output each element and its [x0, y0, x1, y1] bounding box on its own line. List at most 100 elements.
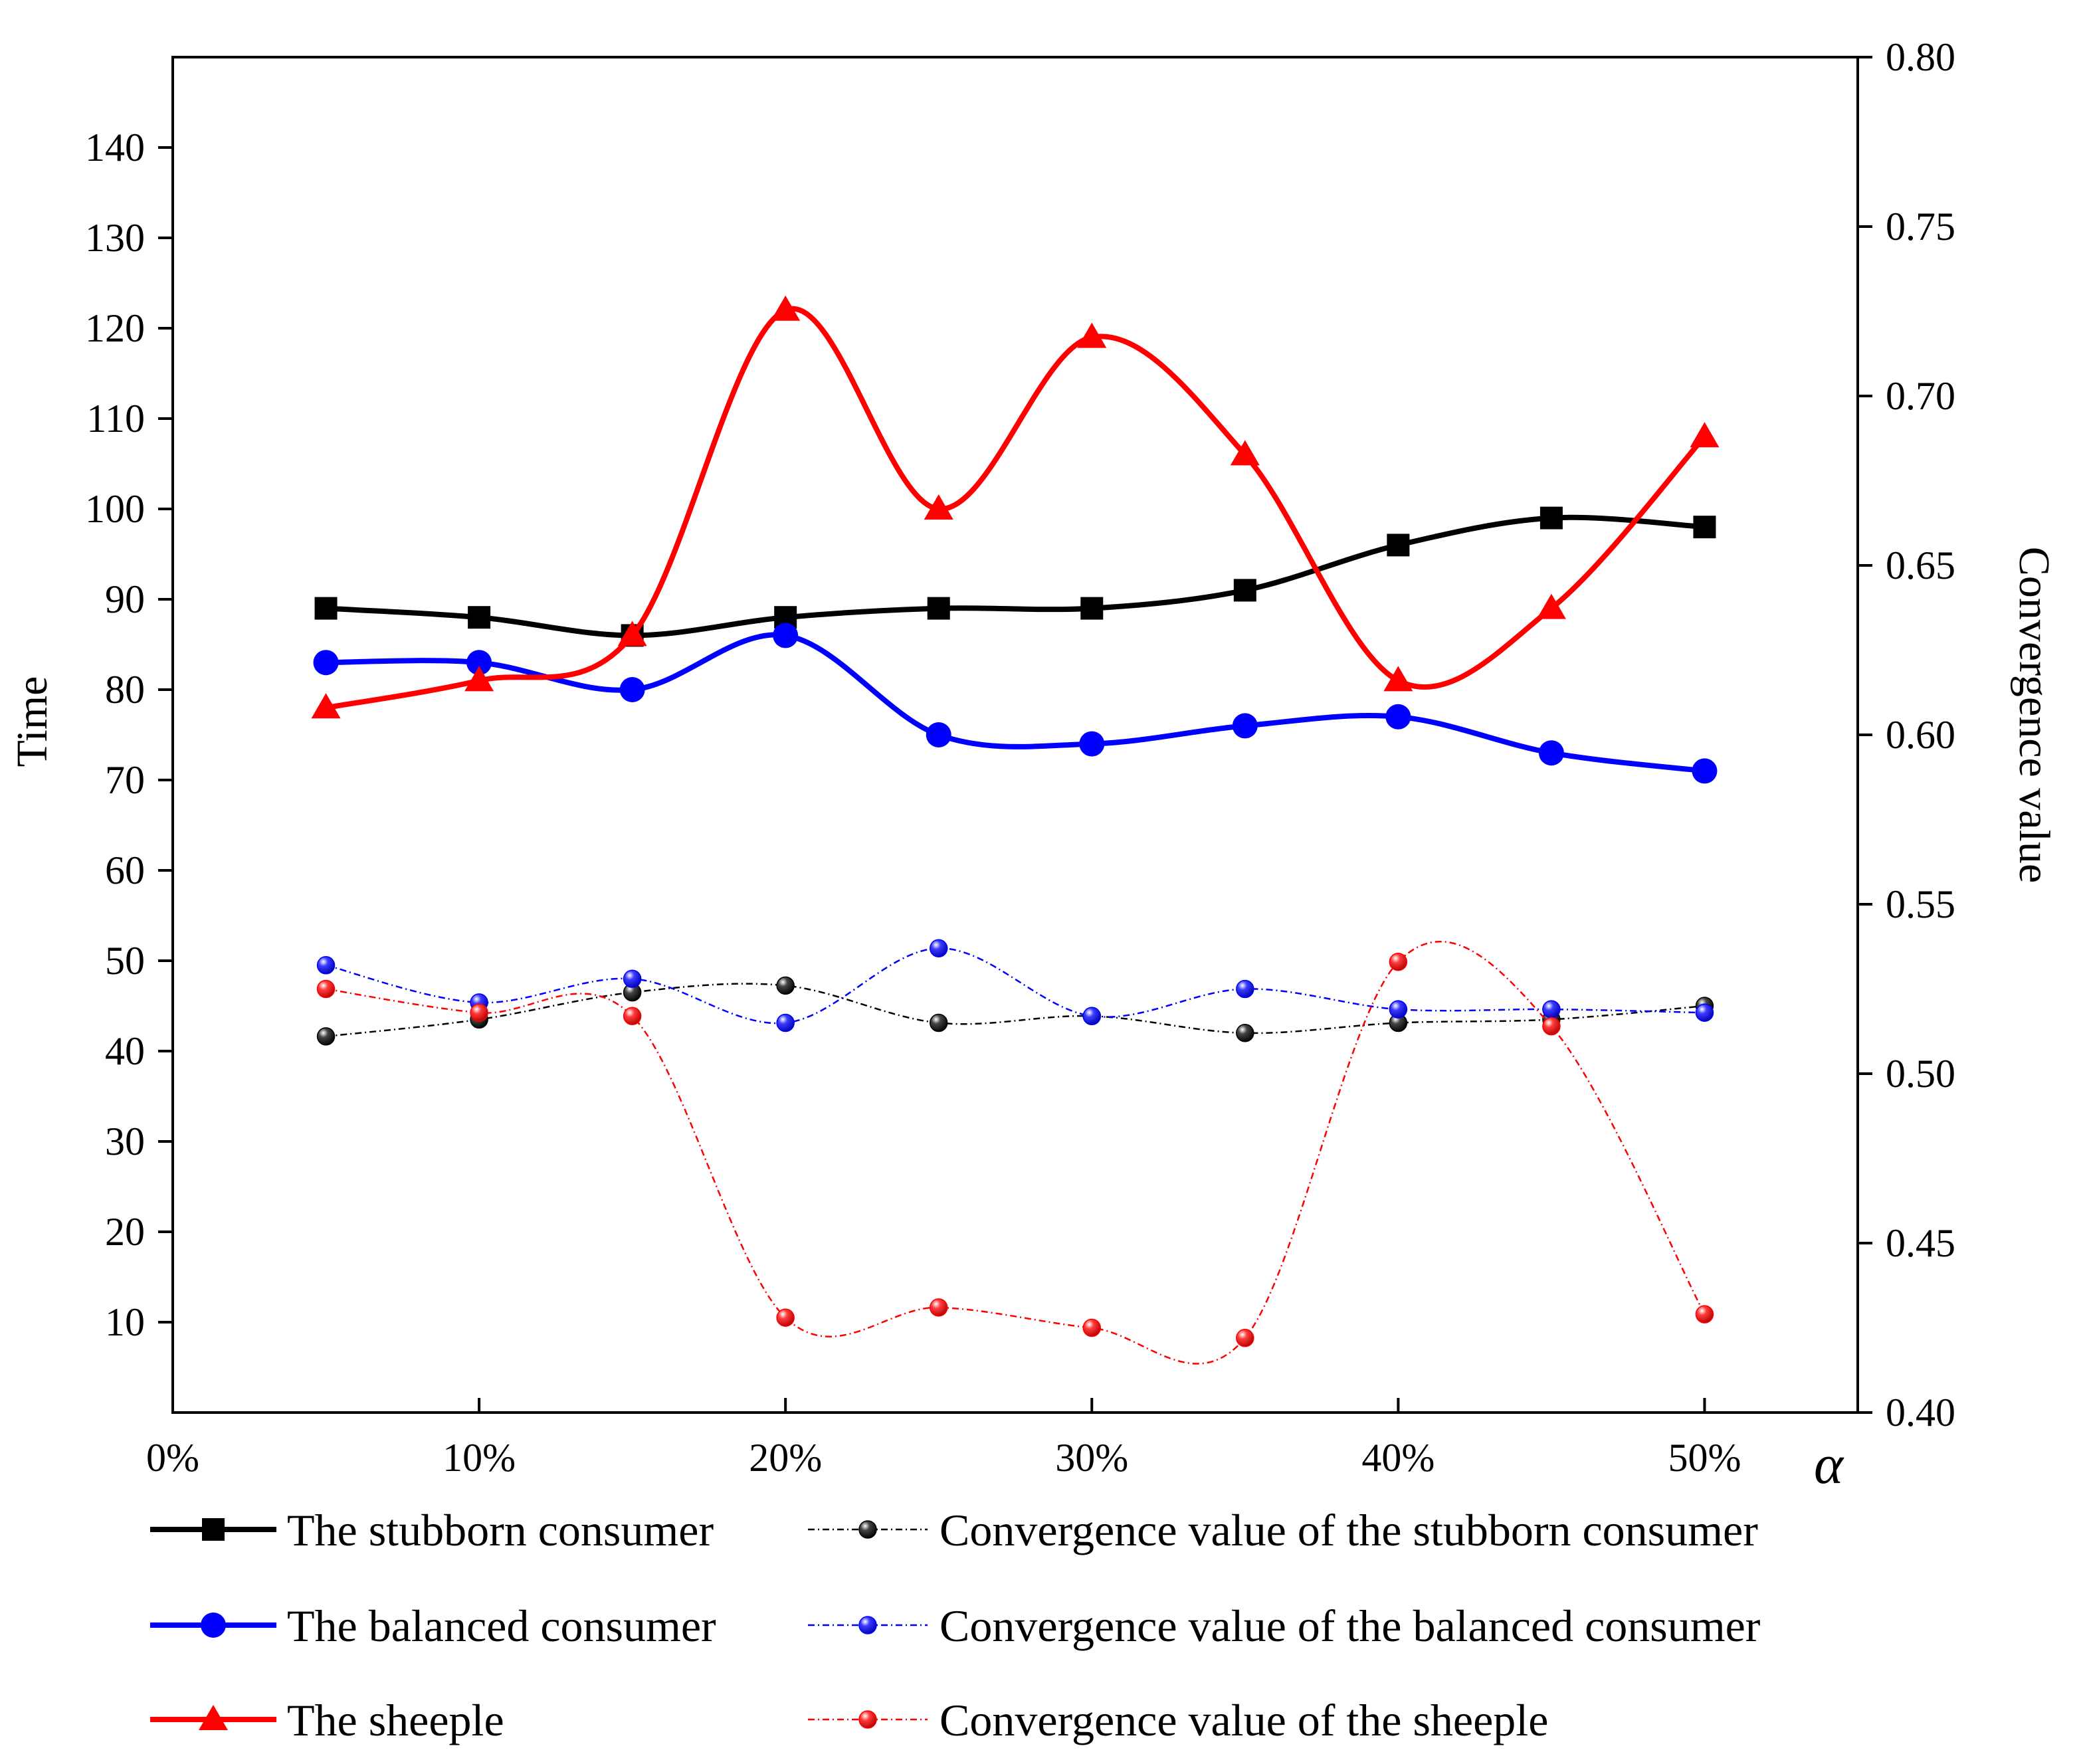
data-point-convergence-value-of-the-stubborn-consumer-1 [316, 1027, 336, 1046]
data-point-convergence-value-of-the-balanced-consumer-1 [316, 956, 336, 975]
data-point-the-sheeple-10 [1690, 422, 1720, 448]
y-left-tick-label: 70 [105, 758, 145, 802]
legend-marker-convergence-value-of-the-stubborn-consumer [858, 1520, 877, 1539]
data-point-convergence-value-of-the-sheeple-10 [1695, 1305, 1714, 1323]
data-point-convergence-value-of-the-balanced-consumer-9 [1542, 1000, 1561, 1019]
y-left-tick-label: 60 [105, 848, 145, 892]
data-point-convergence-value-of-the-balanced-consumer-6 [1082, 1007, 1102, 1026]
y-left-tick-label: 140 [85, 126, 145, 169]
y-right-tick-label: 0.45 [1886, 1221, 1955, 1265]
plot-frame [171, 56, 1859, 1414]
data-point-the-sheeple-1 [311, 693, 341, 719]
data-point-the-sheeple-4 [771, 295, 801, 321]
data-point-convergence-value-of-the-sheeple-8 [1389, 952, 1408, 971]
legend-item-the-balanced-consumer: The balanced consumer [150, 1601, 716, 1651]
x-tick-label: 50% [1668, 1436, 1741, 1480]
y-left-tick-label: 30 [105, 1120, 145, 1163]
data-point-the-sheeple-7 [1230, 440, 1260, 466]
series-the-stubborn-consumer [314, 506, 1716, 647]
legend-marker-convergence-value-of-the-sheeple [858, 1710, 877, 1729]
data-point-convergence-value-of-the-sheeple-3 [623, 1007, 642, 1026]
data-point-convergence-value-of-the-balanced-consumer-5 [929, 939, 948, 958]
legend-marker-the-sheeple [199, 1705, 228, 1730]
data-point-the-sheeple-2 [464, 666, 494, 692]
legend-item-the-sheeple: The sheeple [150, 1695, 504, 1745]
data-point-the-stubborn-consumer-8 [1387, 534, 1410, 557]
y-left-tick-label: 120 [85, 306, 145, 350]
data-point-the-balanced-consumer-1 [313, 650, 339, 676]
y-right-tick-label: 0.70 [1886, 374, 1955, 418]
data-point-the-balanced-consumer-10 [1692, 758, 1718, 784]
x-axis-label: α [1814, 1434, 1844, 1496]
data-point-convergence-value-of-the-stubborn-consumer-4 [776, 976, 795, 995]
data-point-the-balanced-consumer-2 [466, 650, 492, 676]
y-right-tick-label: 0.65 [1886, 543, 1955, 587]
data-point-convergence-value-of-the-balanced-consumer-3 [623, 969, 642, 988]
data-point-convergence-value-of-the-sheeple-5 [929, 1298, 948, 1317]
y-right-tick-label: 0.55 [1886, 882, 1955, 926]
y-right-tick-label: 0.80 [1886, 35, 1955, 79]
y-left-tick-label: 110 [86, 397, 145, 441]
data-point-the-stubborn-consumer-9 [1539, 506, 1563, 530]
y-left-tick-label: 10 [105, 1300, 145, 1344]
legend-item-convergence-value-of-the-stubborn-consumer: Convergence value of the stubborn consum… [808, 1505, 1758, 1555]
data-point-the-sheeple-9 [1536, 593, 1566, 619]
legend-item-the-stubborn-consumer: The stubborn consumer [150, 1505, 714, 1555]
data-point-convergence-value-of-the-sheeple-4 [776, 1308, 795, 1327]
data-point-the-stubborn-consumer-2 [468, 606, 491, 629]
x-tick-label: 20% [749, 1436, 822, 1480]
y-left-tick-label: 40 [105, 1029, 145, 1073]
y-right-tick-label: 0.50 [1886, 1052, 1955, 1096]
y-left-axis-label: Time [8, 676, 56, 767]
y-left-tick-label: 20 [105, 1210, 145, 1254]
data-point-convergence-value-of-the-balanced-consumer-4 [776, 1013, 795, 1032]
y-left-tick-label: 80 [105, 668, 145, 712]
data-point-the-balanced-consumer-4 [773, 623, 799, 648]
data-point-convergence-value-of-the-balanced-consumer-10 [1695, 1003, 1714, 1022]
data-point-convergence-value-of-the-balanced-consumer-8 [1389, 1000, 1408, 1019]
data-point-the-sheeple-3 [617, 621, 647, 646]
x-tick-label: 40% [1361, 1436, 1435, 1480]
data-point-convergence-value-of-the-sheeple-6 [1082, 1318, 1102, 1337]
x-tick-label: 10% [443, 1436, 516, 1480]
y-right-axis-label: Convergence value [2010, 547, 2058, 883]
data-point-the-sheeple-6 [1077, 322, 1107, 348]
series-convergence-value-of-the-stubborn-consumer [316, 976, 1714, 1046]
data-point-convergence-value-of-the-stubborn-consumer-7 [1236, 1024, 1254, 1042]
data-point-the-stubborn-consumer-6 [1080, 597, 1104, 620]
data-point-convergence-value-of-the-stubborn-consumer-5 [929, 1013, 948, 1032]
legend-label-the-balanced-consumer: The balanced consumer [287, 1601, 716, 1651]
series-the-balanced-consumer [313, 623, 1718, 784]
legend-label-the-sheeple: The sheeple [287, 1695, 504, 1745]
series-line-convergence-value-of-the-sheeple [326, 940, 1706, 1365]
data-point-convergence-value-of-the-sheeple-2 [470, 1003, 488, 1022]
y-left-tick-label: 90 [105, 577, 145, 621]
legend-item-convergence-value-of-the-sheeple: Convergence value of the sheeple [808, 1695, 1548, 1745]
data-point-the-sheeple-8 [1383, 666, 1413, 692]
legend-label-the-stubborn-consumer: The stubborn consumer [287, 1505, 714, 1555]
y-left-tick-label: 130 [85, 216, 145, 260]
x-tick-label: 30% [1055, 1436, 1128, 1480]
data-point-convergence-value-of-the-sheeple-9 [1542, 1017, 1561, 1036]
axes: 0% 10% 20% 30% 40% 50% α 10 20 30 40 50 60 70 80 90 100 1… [8, 35, 2058, 1496]
series-convergence-value-of-the-balanced-consumer [316, 939, 1714, 1032]
series-line-convergence-value-of-the-stubborn-consumer [326, 983, 1705, 1038]
data-point-the-balanced-consumer-5 [926, 722, 951, 747]
data-point-convergence-value-of-the-sheeple-7 [1236, 1329, 1254, 1347]
data-point-the-balanced-consumer-9 [1538, 740, 1564, 766]
data-point-the-stubborn-consumer-1 [314, 597, 338, 620]
y-left-tick-label: 100 [85, 487, 145, 531]
y-right-tick-label: 0.75 [1886, 205, 1955, 248]
data-point-the-stubborn-consumer-5 [927, 597, 950, 620]
data-point-convergence-value-of-the-balanced-consumer-7 [1236, 979, 1254, 999]
x-tick-label: 0% [146, 1436, 199, 1480]
legend-label-convergence-value-of-the-sheeple: Convergence value of the sheeple [940, 1695, 1548, 1745]
legend-marker-convergence-value-of-the-balanced-consumer [858, 1616, 877, 1634]
legend-item-convergence-value-of-the-balanced-consumer: Convergence value of the balanced consum… [808, 1601, 1761, 1651]
plot-area [311, 295, 1720, 1365]
data-point-the-balanced-consumer-7 [1232, 713, 1258, 739]
data-point-convergence-value-of-the-sheeple-1 [316, 979, 336, 999]
series-line-the-balanced-consumer [326, 632, 1705, 774]
data-point-the-balanced-consumer-3 [619, 677, 645, 702]
